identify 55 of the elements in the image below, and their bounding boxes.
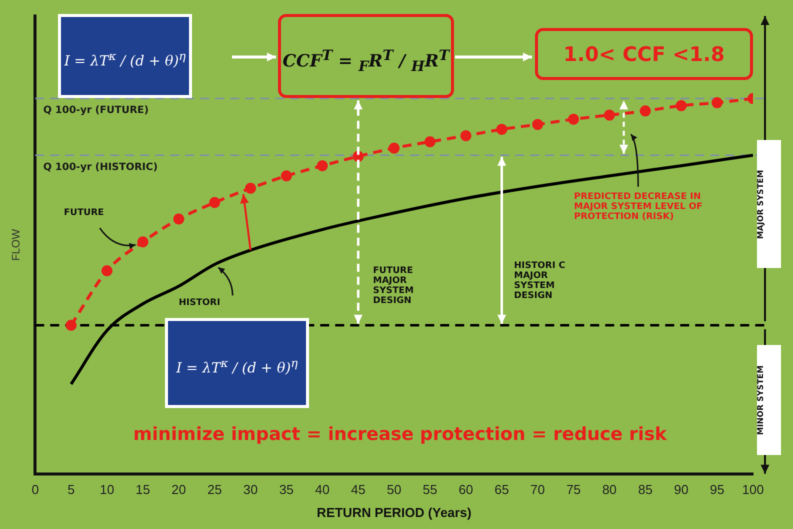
point <box>173 214 184 225</box>
x-tick-label: 90 <box>674 482 688 498</box>
point <box>280 170 292 182</box>
point <box>712 97 723 108</box>
x-tick-label: 80 <box>602 482 617 498</box>
series-label: HISTORI <box>178 298 220 308</box>
x-tick-label: 20 <box>172 482 186 498</box>
x-tick-label: 70 <box>530 482 545 498</box>
point <box>245 182 256 194</box>
point <box>496 124 508 135</box>
point <box>101 265 112 276</box>
x-axis-title: RETURN PERIOD (Years) <box>316 504 472 520</box>
annotation: PREDICTED DECREASE IN MAJOR SYSTEM LEVEL OF PROTECTION (RISK) <box>574 192 704 224</box>
ref-line-label: Q 100-yr (FUTURE) <box>43 105 149 116</box>
point <box>604 110 615 121</box>
x-tick-label: 25 <box>207 482 222 498</box>
point <box>532 118 544 130</box>
x-tick-label: 85 <box>638 482 653 498</box>
x-tick-label: 60 <box>458 482 474 498</box>
point <box>640 105 651 116</box>
text: FUTURE <box>64 208 104 218</box>
point <box>460 130 472 142</box>
x-tick-label: 35 <box>279 482 294 498</box>
point <box>209 196 220 208</box>
point <box>388 142 400 154</box>
x-tick-label: 5 <box>67 482 75 498</box>
point <box>676 100 687 112</box>
x-tick-label: 45 <box>350 482 366 498</box>
text: MINOR SYSTEM <box>756 345 781 455</box>
annotation: FUTURE MAJOR SYSTEM DESIGN <box>373 266 415 308</box>
point <box>316 160 328 172</box>
point <box>424 136 436 148</box>
x-tick-label: 40 <box>315 482 330 498</box>
x-tick-label: 65 <box>494 482 510 498</box>
x-tick-label: 50 <box>386 482 402 498</box>
text: MAJOR SYSTEM <box>756 140 781 268</box>
text: CCF$^{T}$ = $_{F}$R$^{T}$ / $_{H}$R$^{T}$ <box>282 48 450 76</box>
x-tick-label: 75 <box>566 482 581 498</box>
point <box>66 320 77 331</box>
x-tick-label: 95 <box>710 482 724 498</box>
x-tick-label: 0 <box>32 482 39 498</box>
x-tick-label: 55 <box>422 482 438 498</box>
x-tick-label: 10 <box>100 482 114 498</box>
annotation: HISTORI C MAJOR SYSTEM DESIGN <box>514 261 566 303</box>
x-tick-label: 30 <box>243 482 258 498</box>
x-tick-label: 100 <box>742 482 764 498</box>
y-axis-title: FLOW <box>10 228 23 261</box>
formula-box: I = λT$^{κ}$ / (d + θ)$^{η}$ <box>165 318 309 408</box>
formula-box: I = λT$^{κ}$ / (d + θ)$^{η}$ <box>58 14 192 98</box>
annotation: minimize impact = increase protection = reduce risk <box>132 424 668 447</box>
point <box>137 236 148 248</box>
x-tick-label: 15 <box>136 482 150 498</box>
ref-line-label: Q 100-yr (HISTORIC) <box>43 162 158 173</box>
text: 1.0< CCF <1.8 <box>535 28 753 80</box>
point <box>568 114 580 125</box>
